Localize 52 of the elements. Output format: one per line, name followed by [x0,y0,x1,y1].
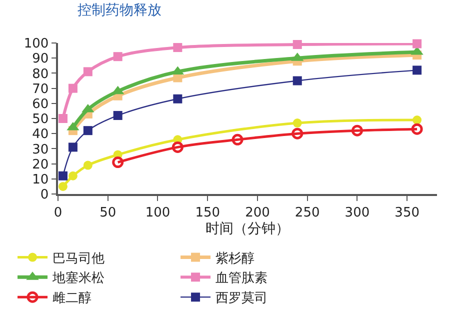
x-tick-label: 150 [195,205,220,220]
y-tick-label: 20 [32,157,49,172]
chart-title: 控制药物释放 [78,2,162,19]
y-tick-label: 100 [24,36,49,52]
point [172,141,184,153]
x-tick-label: 50 [100,205,116,220]
point [351,124,363,136]
y-tick-label: 50 [32,112,49,128]
point [68,171,78,180]
x-tick-label: 250 [294,205,320,220]
y-tick-label: 40 [32,127,49,142]
point [113,110,122,120]
legend-label: 西罗莫司 [216,291,268,306]
legend-label: 紫杉醇 [216,251,255,266]
point [292,118,302,128]
point [113,52,122,62]
y-tick-label: 80 [32,66,49,82]
y-tick-label: 10 [32,172,49,188]
y-tick-label: 70 [32,82,49,97]
point [232,134,244,146]
point [83,126,92,136]
y-tick-label: 30 [32,142,49,158]
point [173,94,182,104]
x-tick-label: 350 [394,205,420,220]
point [68,142,78,152]
point [411,123,423,135]
x-axis-title: 时间（分钟） [206,221,290,238]
point [83,67,92,76]
legend-label: 地塞米松 [52,270,105,286]
point [112,156,124,168]
x-tick-label: 100 [145,205,170,220]
point [412,66,422,75]
point [58,182,68,191]
x-tick-label: 300 [344,205,370,220]
y-tick-label: 60 [32,96,49,112]
y-tick-label: 0 [40,188,49,203]
point [83,160,92,170]
legend-label: 血管肽素 [216,271,268,286]
x-tick-label: 200 [245,205,270,220]
y-tick-label: 90 [32,52,49,67]
point [292,40,302,50]
point [292,128,304,140]
point [58,171,68,180]
point [292,76,302,86]
x-tick-label: 0 [54,205,62,220]
legend-label: 雌二醇 [52,291,92,306]
point [412,116,422,125]
point [412,39,422,48]
point [68,84,78,93]
legend-label: 巴马司他 [52,251,105,266]
point [173,43,182,52]
point [58,114,68,123]
